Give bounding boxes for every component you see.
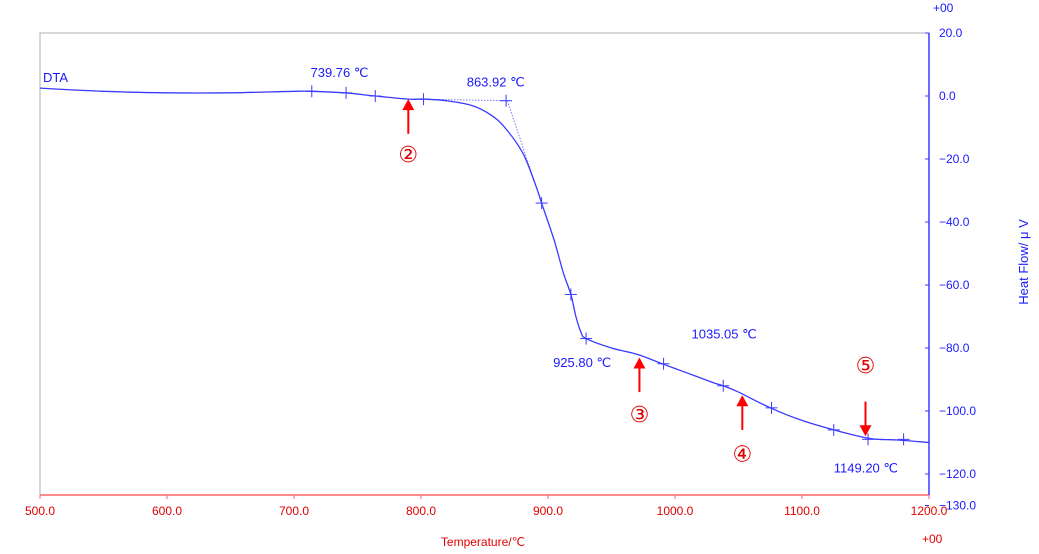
x-tick-label: 500.0 — [25, 504, 55, 518]
temperature-annotation: 1035.05 ℃ — [692, 327, 757, 342]
extrapolation-line — [420, 98, 508, 102]
cross-mark — [564, 288, 577, 301]
arrow-marker: ② — [398, 99, 418, 168]
y-tick-label: −100.0 — [939, 404, 976, 418]
cross-mark — [717, 379, 730, 392]
y-tick-label: −60.0 — [939, 278, 970, 292]
x-axis-label: Temperature/℃ — [441, 535, 525, 549]
temperature-annotation: 739.76 ℃ — [311, 65, 369, 80]
marker-label: ⑤ — [856, 354, 876, 379]
cross-mark — [657, 357, 670, 370]
marker-label: ④ — [732, 442, 752, 467]
temperature-annotation: 1149.20 ℃ — [834, 460, 898, 475]
temperature-annotation: 863.92 ℃ — [467, 75, 525, 90]
cross-mark — [580, 332, 593, 345]
cross-marks — [305, 85, 910, 446]
cross-mark — [862, 433, 875, 446]
x-tick-label: 900.0 — [533, 504, 563, 518]
arrow-head — [736, 395, 749, 407]
x-tick-label: 800.0 — [406, 504, 436, 518]
dta-curve — [39, 87, 930, 444]
arrow-markers: ② ③ ④ ⑤ — [398, 99, 875, 467]
cross-mark — [340, 86, 353, 99]
temperature-annotations: 739.76 ℃ 863.92 ℃ 925.80 ℃ 1035.05 ℃ 1149.20… — [311, 65, 898, 475]
arrow-head — [859, 425, 872, 437]
y-tick-label: 20.0 — [939, 26, 963, 40]
cross-mark — [897, 433, 910, 446]
cross-mark — [369, 90, 382, 102]
series-label: DTA — [43, 70, 68, 85]
x-tick-label: 600.0 — [152, 504, 182, 518]
y-tick-label: −40.0 — [939, 215, 970, 229]
y-exponent: +00 — [933, 1, 954, 15]
marker-label: ② — [398, 143, 418, 168]
y-tick-label: −20.0 — [939, 152, 970, 166]
cross-mark — [417, 93, 430, 106]
x-tick-label: 1000.0 — [657, 504, 694, 518]
temperature-annotation: 925.80 ℃ — [553, 355, 611, 370]
plot-frame — [39, 32, 930, 496]
y-tick-label: −120.0 — [939, 467, 976, 481]
arrow-head — [402, 99, 415, 111]
y-ticks: 20.0 0.0 −20.0 −40.0 −60.0 −80.0 −100.0 −120.0 −… — [925, 26, 976, 513]
y-axis-label: Heat Flow/ μ V — [1016, 219, 1031, 305]
arrow-marker: ④ — [732, 395, 752, 467]
x-tick-label: 700.0 — [279, 504, 309, 518]
arrow-marker: ③ — [630, 357, 650, 428]
y-tick-label: −130.0 — [939, 499, 976, 513]
x-tick-label: 1200.0 — [911, 504, 948, 518]
cross-mark — [500, 94, 513, 107]
extrapolation-lines — [420, 98, 543, 204]
x-ticks: 500.0 600.0 700.0 800.0 900.0 1000.0 1100.0 120… — [25, 495, 948, 518]
arrow-head — [633, 357, 646, 369]
x-tick-label: 1100.0 — [784, 504, 820, 518]
cross-mark — [765, 401, 778, 414]
arrow-marker: ⑤ — [856, 354, 876, 437]
cross-mark — [827, 423, 840, 436]
cross-mark — [305, 85, 318, 98]
marker-label: ③ — [630, 403, 650, 428]
x-exponent: +00 — [922, 532, 943, 546]
cross-mark — [535, 197, 548, 210]
y-tick-label: 0.0 — [939, 89, 956, 103]
y-tick-label: −80.0 — [939, 341, 970, 355]
